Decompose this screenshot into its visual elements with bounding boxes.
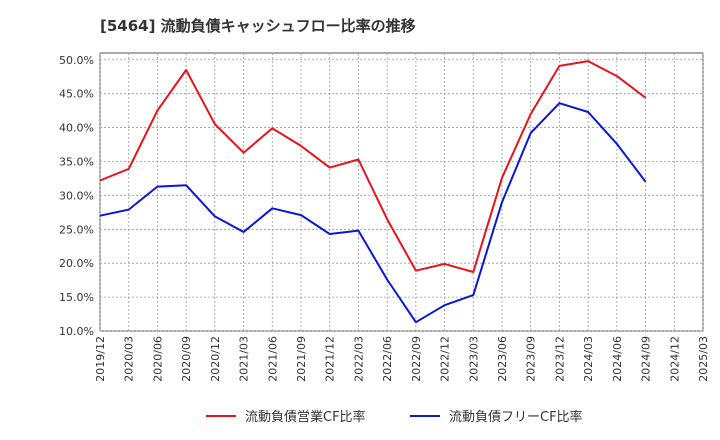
x-tick-label: 2022/06 [381, 336, 394, 382]
y-tick-label: 10.0% [59, 325, 94, 338]
x-tick-label: 2020/06 [151, 336, 164, 382]
x-tick-label: 2024/09 [640, 336, 653, 382]
y-tick-label: 45.0% [59, 88, 94, 101]
x-tick-label: 2023/12 [553, 336, 566, 382]
x-tick-label: 2024/12 [668, 336, 681, 382]
x-tick-label: 2022/12 [439, 336, 452, 382]
x-tick-label: 2021/12 [324, 336, 337, 382]
x-tick-label: 2021/03 [238, 336, 251, 382]
y-tick-label: 20.0% [59, 257, 94, 270]
x-tick-label: 2024/06 [611, 336, 624, 382]
x-tick-label: 2023/03 [467, 336, 480, 382]
x-tick-label: 2023/09 [525, 336, 538, 382]
x-tick-label: 2020/12 [209, 336, 222, 382]
x-tick-label: 2022/03 [352, 336, 365, 382]
x-tick-label: 2021/09 [295, 336, 308, 382]
x-tick-label: 2023/06 [496, 336, 509, 382]
y-tick-label: 15.0% [59, 291, 94, 304]
series-line-1 [99, 60, 647, 273]
y-tick-label: 30.0% [59, 189, 94, 202]
x-tick-label: 2020/03 [123, 336, 136, 382]
x-tick-label: 2020/09 [180, 336, 193, 382]
legend-label-2: 流動負債フリーCF比率 [449, 409, 583, 425]
series-line-2 [99, 102, 647, 324]
x-tick-label: 2021/06 [266, 336, 279, 382]
plot-area [99, 52, 704, 332]
x-tick-label: 2019/12 [94, 336, 107, 382]
legend-label-1: 流動負債営業CF比率 [245, 409, 366, 425]
y-tick-label: 50.0% [59, 54, 94, 67]
y-tick-label: 40.0% [59, 122, 94, 135]
y-tick-label: 25.0% [59, 223, 94, 236]
x-tick-label: 2022/09 [410, 336, 423, 382]
x-tick-label: 2025/03 [697, 336, 710, 382]
chart-title: [5464] 流動負債キャッシュフロー比率の推移 [100, 17, 416, 35]
y-tick-label: 35.0% [59, 155, 94, 168]
x-tick-label: 2024/03 [582, 336, 595, 382]
